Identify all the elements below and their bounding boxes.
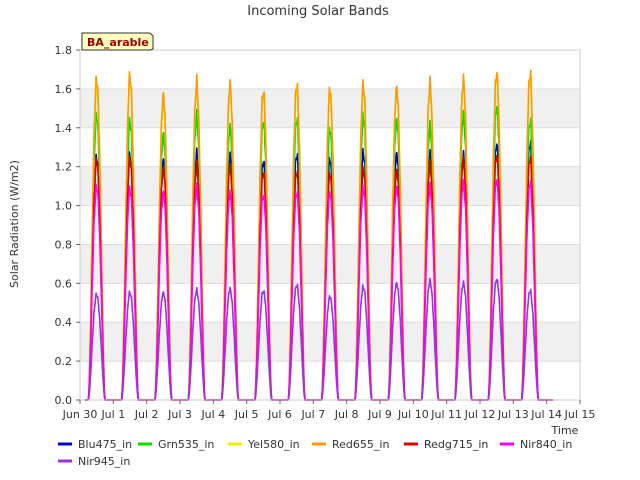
x-tick-label: Jul 3 — [167, 408, 192, 421]
plot-area-frame — [79, 49, 581, 401]
x-axis-label: Time — [551, 424, 579, 437]
x-tick-label: Jul 1 — [100, 408, 125, 421]
y-tick-label: 1.6 — [55, 83, 73, 96]
x-tick-label: Jul 7 — [300, 408, 325, 421]
site-label-box: BA_arable — [81, 32, 154, 51]
legend-label: Red655_in — [332, 438, 389, 451]
y-tick-label: 1.8 — [55, 44, 73, 57]
x-tick-label: Jul 9 — [367, 408, 392, 421]
x-tick-label: Jun 30 — [62, 408, 98, 421]
legend-label: Nir945_in — [78, 455, 130, 468]
x-tick-label: Jul 10 — [397, 408, 429, 421]
x-tick-label: Jul 8 — [334, 408, 359, 421]
y-tick-label: 0.2 — [55, 355, 73, 368]
legend: Blu475_in Grn535_in Yel580_in Red655_in Redg… — [58, 438, 572, 468]
x-tick-label: Jul 14 — [530, 408, 562, 421]
x-tick-label: Jul 6 — [267, 408, 292, 421]
legend-label: Grn535_in — [158, 438, 214, 451]
chart-title: Incoming Solar Bands — [247, 4, 389, 19]
y-tick-label: 1.4 — [55, 122, 73, 135]
legend-label: Blu475_in — [78, 438, 132, 451]
legend-label: Redg715_in — [424, 438, 488, 451]
x-tick-label: Jul 15 — [564, 408, 596, 421]
x-tick-label: Jul 12 — [464, 408, 496, 421]
background-band — [80, 322, 580, 362]
y-axis-label: Solar Radiation (W/m2) — [8, 160, 21, 288]
legend-label: Yel580_in — [247, 438, 300, 451]
x-tick-label: Jul 13 — [497, 408, 529, 421]
background-band — [80, 244, 580, 284]
y-tick-label: 1.2 — [55, 161, 73, 174]
x-tick-label: Jul 4 — [200, 408, 225, 421]
x-axis-ticks: Jun 30 Jul 1 Jul 2 Jul 3 Jul 4 Jul 5 Jul 6 Jul … — [62, 400, 596, 421]
x-tick-label: Jul 2 — [134, 408, 159, 421]
legend-label: Nir840_in — [520, 438, 572, 451]
x-tick-label: Jul 5 — [234, 408, 259, 421]
series-line-Nir840_in — [84, 178, 554, 401]
y-tick-label: 0.6 — [55, 277, 73, 290]
y-tick-label: 0.4 — [55, 316, 73, 329]
x-tick-label: Jul 11 — [430, 408, 462, 421]
y-tick-label: 1.0 — [55, 200, 73, 213]
y-tick-label: 0.0 — [55, 394, 73, 407]
y-tick-label: 0.8 — [55, 238, 73, 251]
y-axis-ticks: 0.0 0.2 0.4 0.6 0.8 1.0 1.2 1.4 1.6 1.8 — [55, 44, 80, 407]
site-label: BA_arable — [87, 36, 149, 49]
